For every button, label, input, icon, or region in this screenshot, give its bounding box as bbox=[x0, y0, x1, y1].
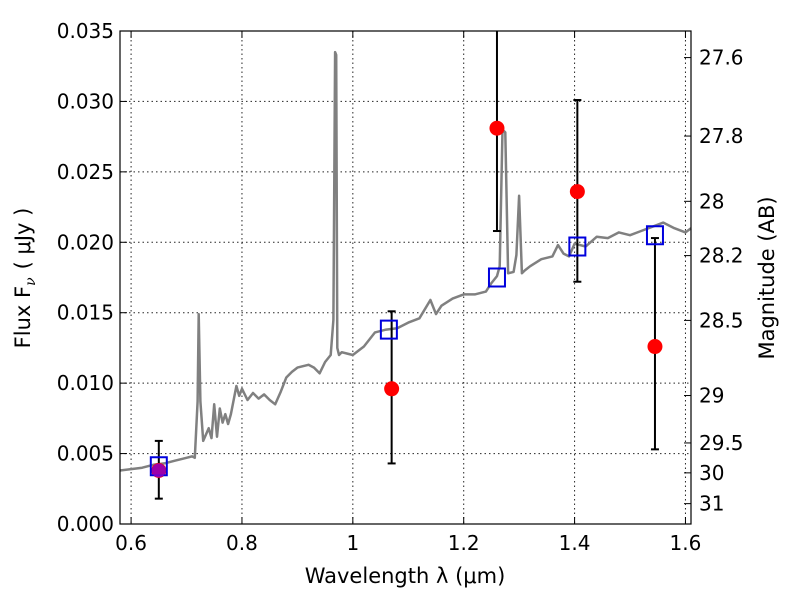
error-bars bbox=[154, 31, 659, 500]
x-tick-labels: 0.6 0.8 1 1.2 1.4 1.6 bbox=[115, 531, 701, 555]
y-tick-label: 0.020 bbox=[57, 230, 114, 254]
y-tick-label: 0.025 bbox=[57, 160, 114, 184]
model-boxes bbox=[149, 225, 664, 478]
x-tick-label: 0.6 bbox=[115, 531, 147, 555]
x-tick-label: 1.6 bbox=[670, 531, 702, 555]
y-tick-label: 0.005 bbox=[57, 442, 114, 466]
overlap-point bbox=[151, 463, 166, 478]
right-tick-label: 28.2 bbox=[699, 244, 744, 268]
y-tick-label: 0.015 bbox=[57, 301, 114, 325]
spectrum-layer bbox=[119, 50, 692, 472]
x-tick-label: 1.2 bbox=[448, 531, 480, 555]
plot-frame bbox=[119, 30, 692, 525]
right-tick-label: 28.5 bbox=[699, 308, 744, 332]
right-tick-label: 27.8 bbox=[699, 124, 744, 148]
observed-point bbox=[384, 381, 400, 397]
y-tick-label: 0.035 bbox=[57, 19, 114, 43]
x-axis-label: Wavelength λ (μm) bbox=[305, 564, 506, 588]
x-tick-label: 0.8 bbox=[226, 531, 258, 555]
right-tick-label: 30 bbox=[699, 461, 724, 485]
model-box bbox=[568, 236, 587, 257]
right-tick-label: 29.5 bbox=[699, 431, 744, 455]
grid-lines bbox=[120, 31, 691, 524]
spectrum-line bbox=[119, 50, 692, 472]
y-axis-label-sub: ν bbox=[23, 277, 39, 286]
y-axis-label-group: Flux Fν ( μJy ) bbox=[11, 208, 39, 349]
model-box bbox=[379, 319, 398, 340]
observed-point bbox=[569, 184, 585, 200]
model-box bbox=[487, 267, 506, 288]
y-tick-label: 0.010 bbox=[57, 371, 114, 395]
observed-point bbox=[647, 339, 663, 355]
y-tick-labels: 0.000 0.005 0.010 0.015 0.020 0.025 0.030 0.035 bbox=[57, 19, 114, 536]
y-axis-label-main: Flux F bbox=[11, 286, 35, 348]
model-box bbox=[645, 225, 664, 246]
x-tick-label: 1 bbox=[346, 531, 359, 555]
y-tick-label: 0.030 bbox=[57, 89, 114, 113]
right-tick-labels: 27.6 27.8 28 28.2 28.5 29 29.5 30 31 bbox=[699, 46, 744, 516]
y-tick-label: 0.000 bbox=[57, 512, 114, 536]
y-axis-label: Flux Fν ( μJy ) bbox=[11, 208, 39, 349]
right-axis-label-group: Magnitude (AB) bbox=[755, 196, 779, 359]
y-axis-label-unit: ( μJy ) bbox=[11, 208, 35, 270]
right-tick-label: 31 bbox=[699, 492, 724, 516]
x-tick-label: 1.4 bbox=[559, 531, 591, 555]
tick-marks bbox=[120, 30, 691, 525]
right-axis-label: Magnitude (AB) bbox=[755, 196, 779, 359]
right-tick-label: 29 bbox=[699, 384, 724, 408]
observed-point bbox=[489, 120, 505, 136]
right-tick-label: 28 bbox=[699, 189, 724, 213]
right-tick-label: 27.6 bbox=[699, 46, 744, 70]
